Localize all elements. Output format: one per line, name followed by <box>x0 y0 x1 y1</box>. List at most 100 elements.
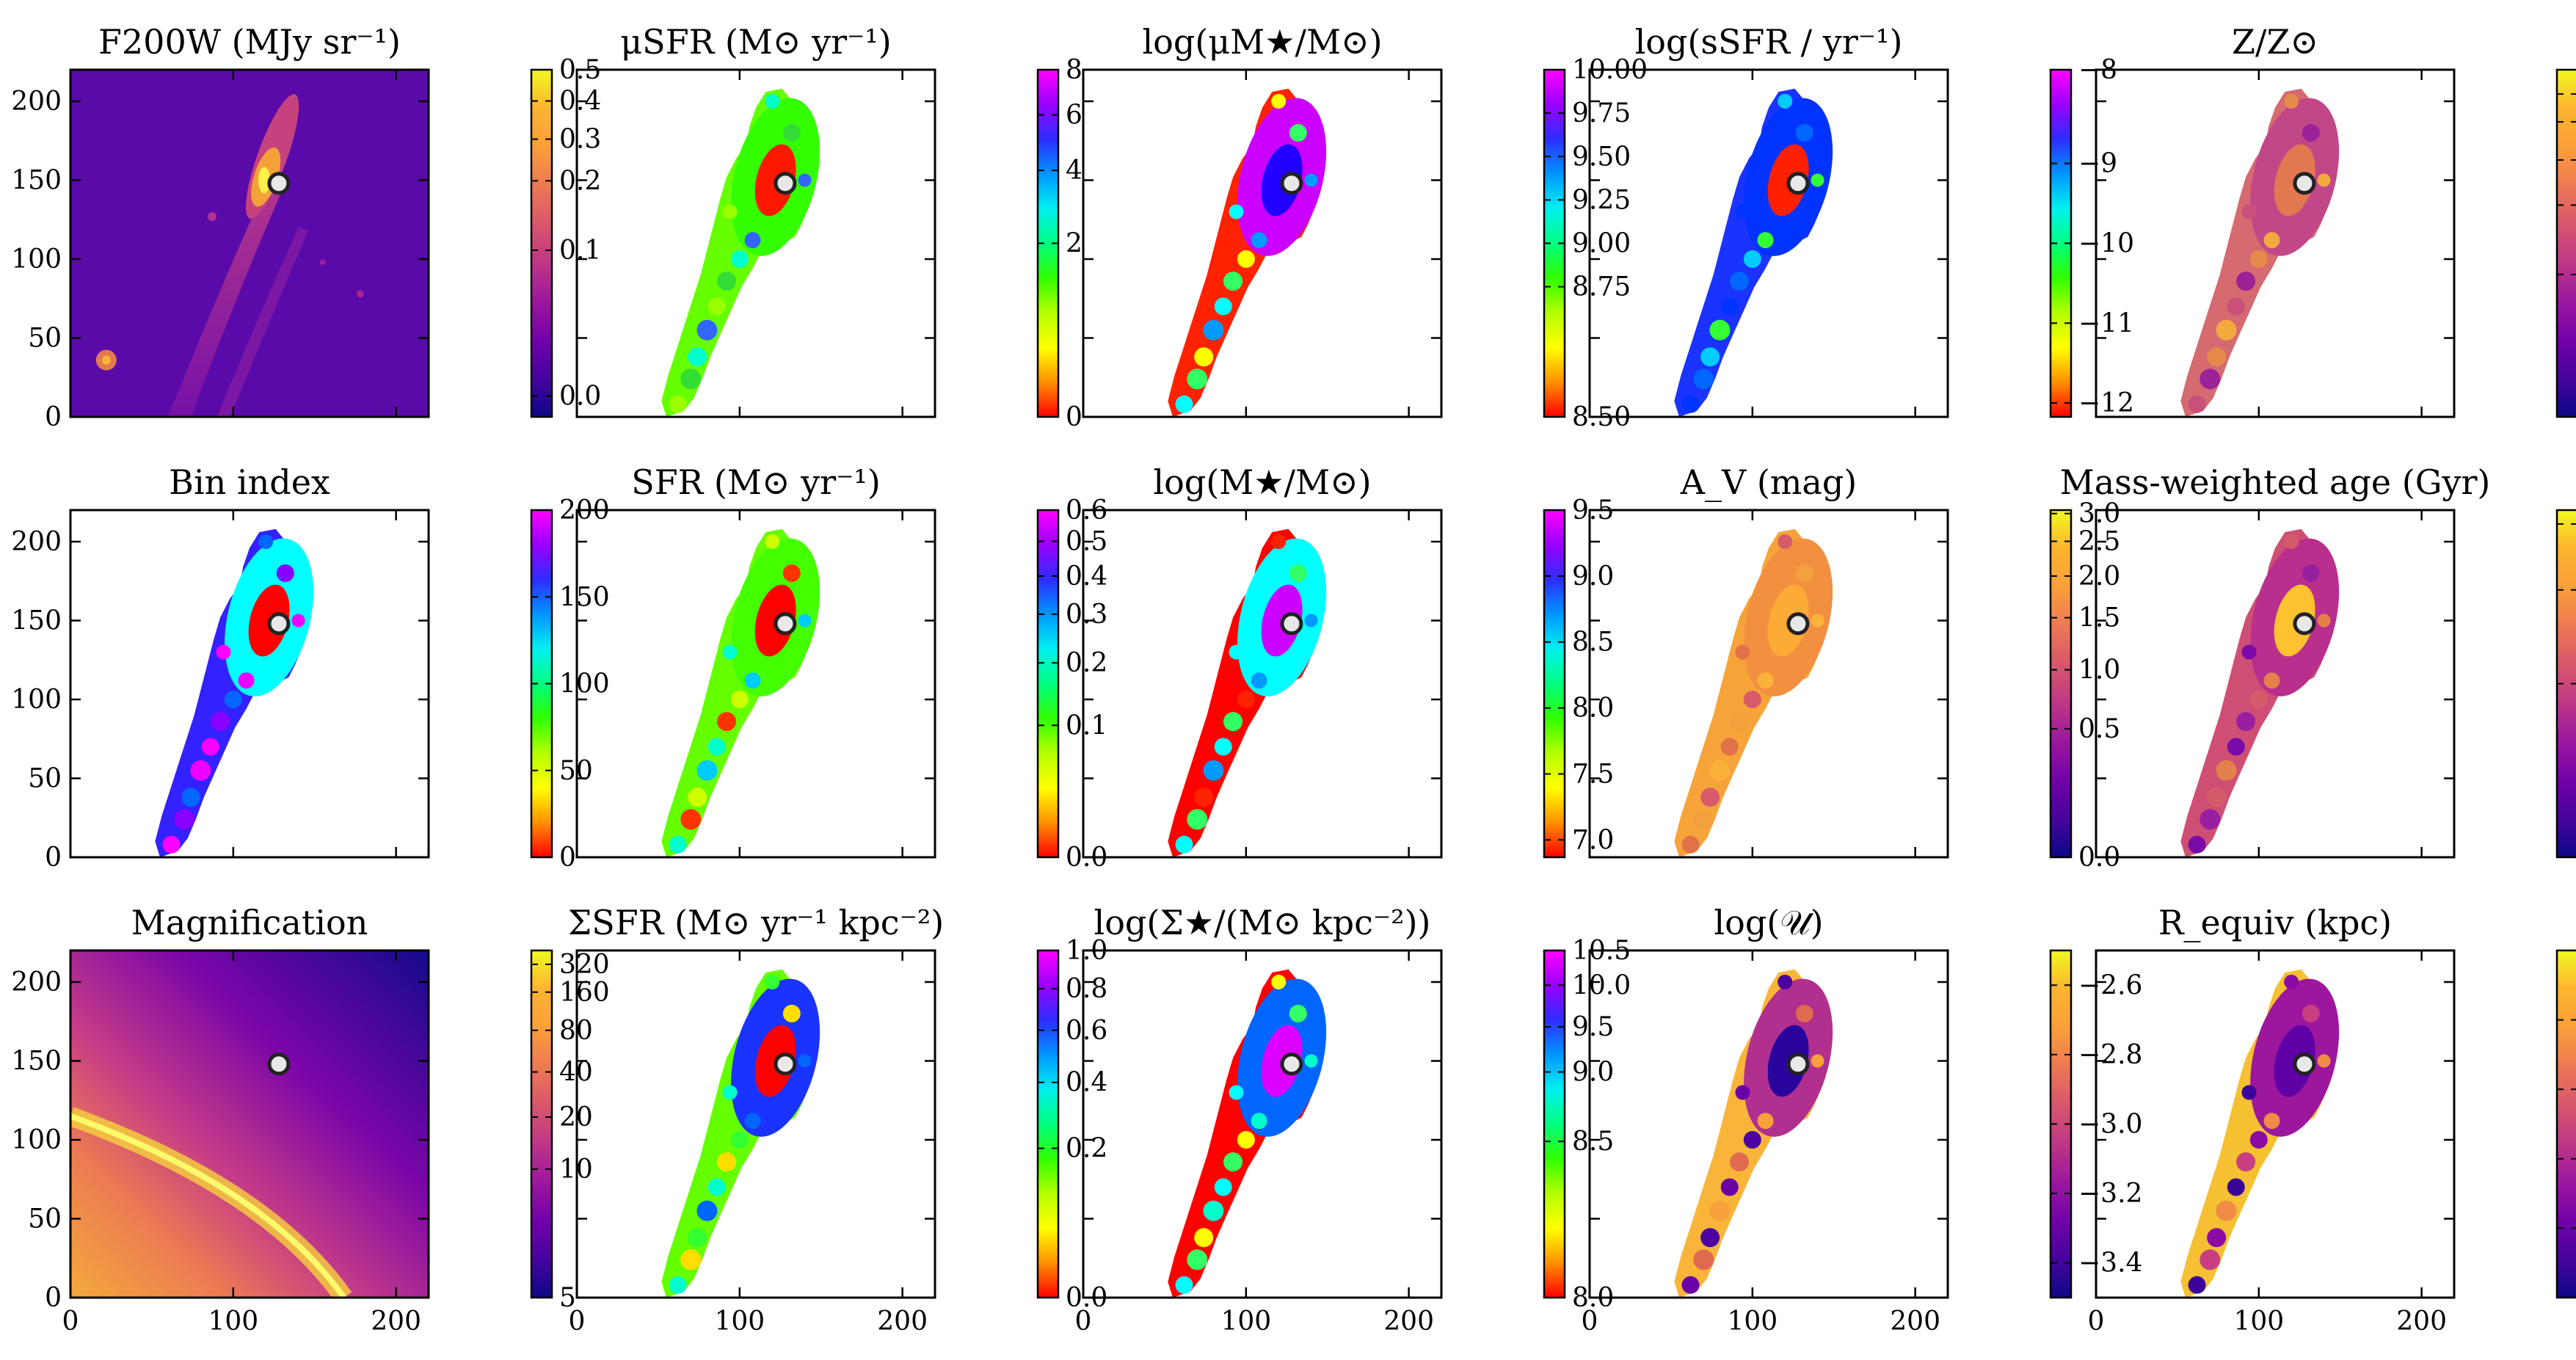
panel-title: log(M★/M⊙) <box>1153 462 1371 502</box>
axes-frame <box>2095 949 2456 1299</box>
colorbar-tick-label: 3.0 <box>2078 499 2120 529</box>
position-marker <box>2293 172 2316 195</box>
axes-frame <box>2095 509 2456 859</box>
colorbar-tick-label: 8.75 <box>1572 272 1631 302</box>
axes-frame <box>69 949 430 1299</box>
colorbar-tick-label: 0.3 <box>559 125 601 155</box>
image-9 <box>2180 528 2340 857</box>
panel-3: log(sSFR / yr⁻¹)−8−9−10−11−12 <box>1588 22 2134 418</box>
axes-frame <box>1588 949 1949 1299</box>
panel-1: μSFR (M⊙ yr⁻¹) 8 6 4 2 0 <box>575 22 1083 432</box>
colorbar-tick-label: −3.4 <box>2078 1248 2142 1279</box>
colorbar-tick-label: 320 <box>559 950 610 980</box>
position-marker <box>1786 1052 1810 1076</box>
axes-frame <box>1082 509 1443 859</box>
panel-11: ΣSFR (M⊙ yr⁻¹ kpc⁻²)0 100 2001.00.80.60.40… <box>568 903 1108 1337</box>
colorbar-tick-label: 0.4 <box>1066 561 1107 592</box>
y-tick-label: 50 <box>28 324 62 354</box>
colorbar-tick-label: 8 <box>1066 55 1083 85</box>
axes-frame <box>69 68 430 418</box>
colorbar-tick-label: 0.8 <box>1066 974 1107 1004</box>
colorbar-tick-label: 9.00 <box>1572 229 1631 259</box>
colorbar <box>1036 509 1060 859</box>
colorbar-tick-label: −10 <box>2078 229 2134 259</box>
colorbar-tick-label: 150 <box>559 582 610 612</box>
image-0 <box>70 70 429 417</box>
y-tick-label: 200 <box>11 527 62 557</box>
panel-title: R_equiv (kpc) <box>2158 903 2392 942</box>
colorbar-tick-label: 0.1 <box>1066 710 1107 741</box>
colorbar-tick-label: 10.0 <box>1572 970 1631 1000</box>
colorbar-tick-label: 0.2 <box>1066 648 1107 678</box>
colorbar-tick-label: 0.0 <box>559 382 601 412</box>
position-marker <box>1280 612 1303 636</box>
x-tick-label: 100 <box>1220 1306 1271 1337</box>
colorbar-tick-label: 100 <box>559 669 610 699</box>
image-3 <box>1674 88 1833 417</box>
position-marker <box>2293 1052 2316 1076</box>
colorbar-tick-label: −9 <box>2078 149 2117 179</box>
panel-title: log(μM★/M⊙) <box>1142 22 1382 62</box>
colorbar-tick-label: 0.6 <box>1066 1016 1107 1046</box>
panel-title: F200W (MJy sr⁻¹) <box>98 22 401 62</box>
colorbar <box>2049 509 2073 859</box>
axes-frame <box>1588 68 1949 418</box>
panel-6: SFR (M⊙ yr⁻¹)0.60.50.40.30.20.10.0 <box>575 462 1107 873</box>
colorbar-tick-label: −11 <box>2078 308 2134 338</box>
colorbar-tick-label: 4 <box>1066 156 1083 186</box>
x-tick-label: 100 <box>714 1306 765 1337</box>
image-10 <box>70 950 429 1298</box>
position-marker <box>2293 612 2316 636</box>
colorbar-tick-label: 7.5 <box>1572 759 1614 789</box>
colorbar-tick-label: 7.0 <box>1572 825 1614 855</box>
colorbar-tick-label: 0 <box>1066 402 1083 432</box>
colorbar <box>2555 949 2576 1299</box>
image-5 <box>155 528 314 857</box>
image-2 <box>1168 88 1327 417</box>
colorbar-tick-label: 8.5 <box>1572 1127 1614 1157</box>
x-tick-label: 100 <box>2233 1306 2284 1337</box>
panel-title: Magnification <box>131 903 368 942</box>
axes-frame <box>575 68 936 418</box>
colorbar-tick-label: −2.8 <box>2078 1040 2142 1070</box>
colorbar-tick-label: −2.6 <box>2078 970 2142 1000</box>
panel-4: Z/Z⊙3.02.52.01.51.00.50.0 <box>2095 22 2576 418</box>
colorbar-tick-label: 9.0 <box>1572 561 1614 592</box>
image-4 <box>2180 88 2340 417</box>
panel-title: Mass-weighted age (Gyr) <box>2060 462 2491 502</box>
image-8 <box>1674 528 1833 857</box>
x-tick-label: 0 <box>569 1306 586 1337</box>
x-tick-label: 0 <box>1582 1306 1598 1337</box>
colorbar-tick-label: 1.5 <box>2078 603 2120 633</box>
colorbar-tick-label: −12 <box>2078 388 2134 418</box>
colorbar-tick-label: −3.0 <box>2078 1110 2142 1140</box>
x-tick-label: 100 <box>208 1306 258 1337</box>
colorbar <box>1036 949 1060 1299</box>
y-tick-label: 150 <box>11 606 62 636</box>
panel-title: A_V (mag) <box>1680 462 1857 502</box>
colorbar <box>1543 509 1566 859</box>
y-tick-label: 0 <box>45 402 62 432</box>
position-marker <box>1280 1052 1303 1076</box>
colorbar-tick-label: 9.50 <box>1572 142 1631 172</box>
y-tick-label: 0 <box>45 843 62 873</box>
colorbar-tick-label: 0.2 <box>1066 1134 1107 1164</box>
colorbar <box>1543 949 1566 1299</box>
colorbar-tick-label: 9.5 <box>1572 1012 1614 1042</box>
panel-title: log(sSFR / yr⁻¹) <box>1635 22 1903 62</box>
colorbar <box>530 949 553 1299</box>
axes-frame <box>1082 949 1443 1299</box>
panel-title: Bin index <box>169 462 330 502</box>
colorbar-tick-label: 8.5 <box>1572 628 1614 658</box>
x-tick-label: 0 <box>62 1306 79 1337</box>
x-tick-label: 0 <box>1075 1306 1092 1337</box>
colorbar-tick-label: 0.5 <box>2078 714 2120 744</box>
y-tick-label: 100 <box>11 1125 62 1155</box>
y-tick-label: 150 <box>11 1047 62 1077</box>
panel-title: log(𝒰) <box>1714 903 1823 942</box>
y-tick-label: 200 <box>11 967 62 997</box>
x-tick-label: 0 <box>2088 1306 2105 1337</box>
panel-13: log(𝒰) 0 100 200 −2.6 −2.8 −3.0 −3.2 −3.4 <box>1582 903 2143 1337</box>
